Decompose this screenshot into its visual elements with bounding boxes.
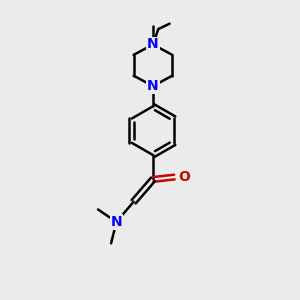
Text: N: N	[111, 215, 122, 229]
Text: N: N	[147, 79, 159, 93]
Text: O: O	[178, 170, 190, 184]
Text: N: N	[147, 38, 159, 52]
